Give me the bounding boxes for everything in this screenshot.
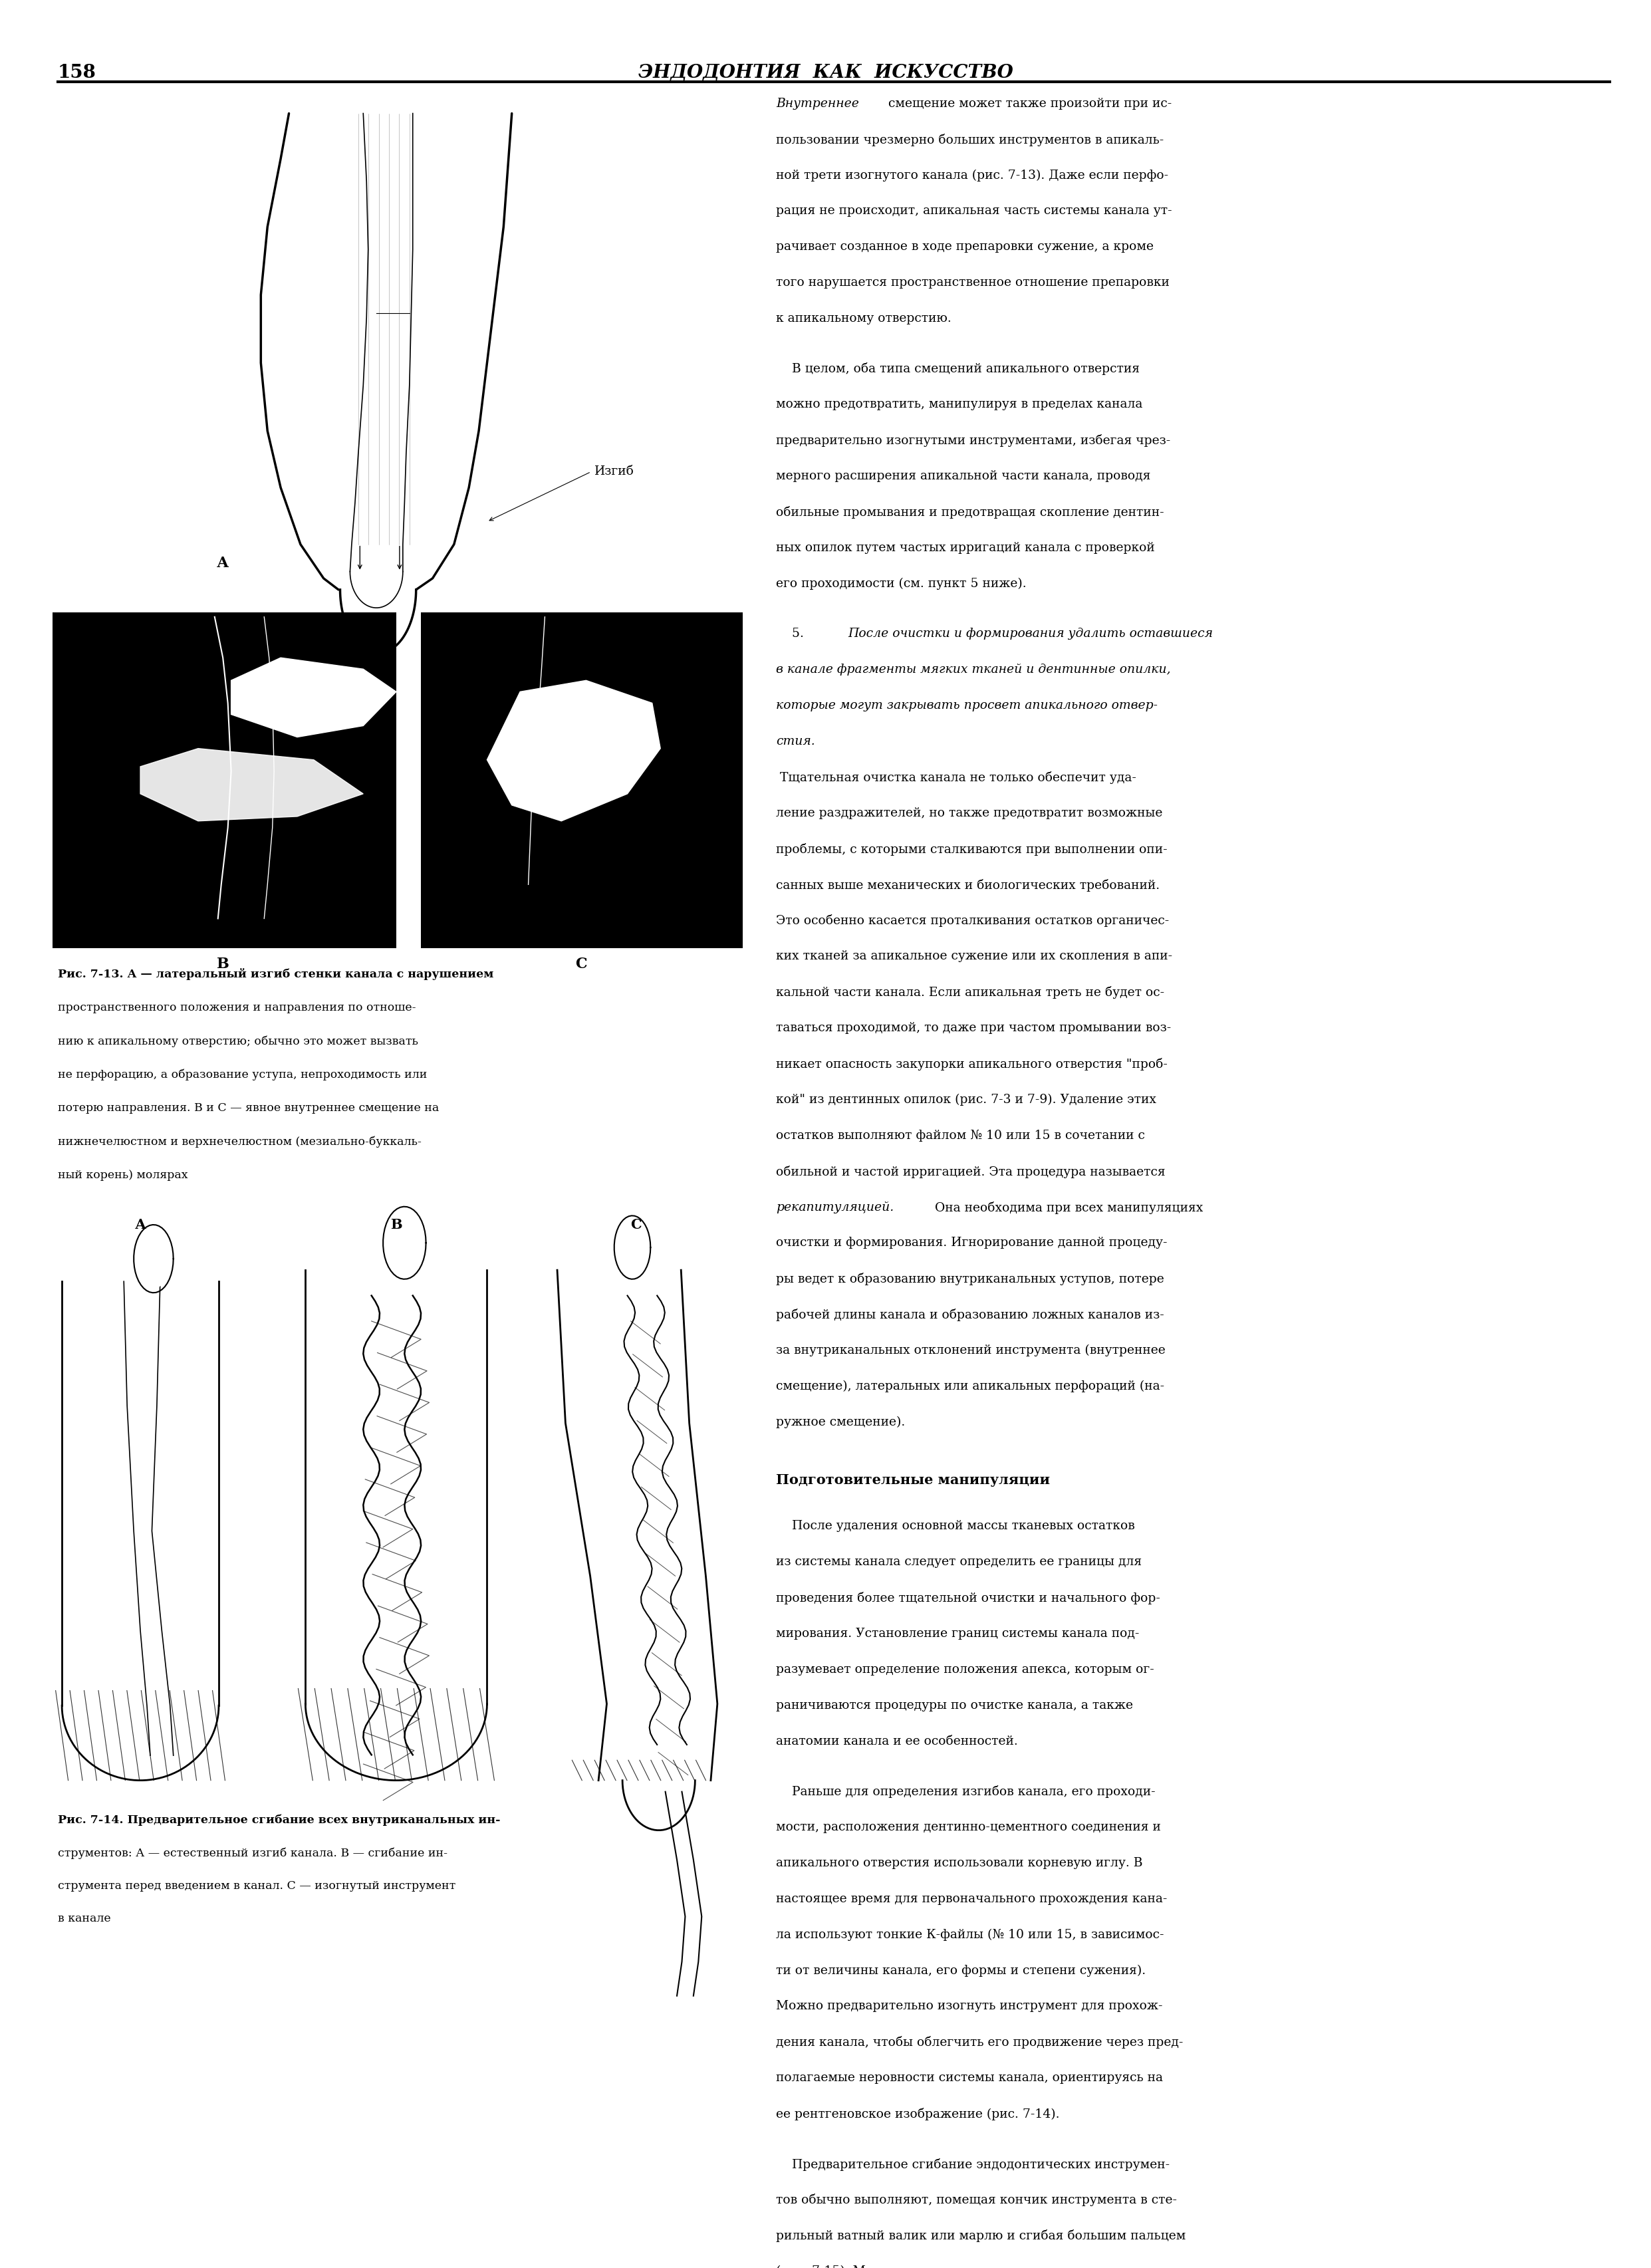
Text: Подготовительные манипуляции: Подготовительные манипуляции (776, 1474, 1050, 1488)
Text: раничиваются процедуры по очистке канала, а также: раничиваются процедуры по очистке канала… (776, 1699, 1133, 1712)
Text: дения канала, чтобы облегчить его продвижение через пред-: дения канала, чтобы облегчить его продви… (776, 2037, 1184, 2048)
Text: Можно предварительно изогнуть инструмент для прохож-: Можно предварительно изогнуть инструмент… (776, 2000, 1162, 2012)
Polygon shape (140, 748, 363, 821)
Text: ный корень) молярах: ный корень) молярах (58, 1170, 188, 1182)
Text: Она необходима при всех манипуляциях: Она необходима при всех манипуляциях (931, 1202, 1204, 1213)
Polygon shape (487, 680, 660, 821)
Text: стия.: стия. (776, 735, 816, 748)
Text: анатомии канала и ее особенностей.: анатомии канала и ее особенностей. (776, 1735, 1017, 1746)
Text: остатков выполняют файлом № 10 или 15 в сочетании с: остатков выполняют файлом № 10 или 15 в … (776, 1129, 1144, 1141)
Text: ление раздражителей, но также предотвратит возможные: ление раздражителей, но также предотврат… (776, 807, 1162, 819)
Bar (53, 612, 396, 948)
Text: проблемы, с которыми сталкиваются при выполнении опи-: проблемы, с которыми сталкиваются при вы… (776, 844, 1167, 855)
Text: После удаления основной массы тканевых остатков: После удаления основной массы тканевых о… (776, 1520, 1134, 1533)
Text: Рис. 7-14. Предварительное сгибание всех внутриканальных ин-: Рис. 7-14. Предварительное сгибание всех… (58, 1814, 500, 1826)
Text: не перфорацию, а образование уступа, непроходимость или: не перфорацию, а образование уступа, неп… (58, 1068, 428, 1082)
Text: ее рентгеновское изображение (рис. 7-14).: ее рентгеновское изображение (рис. 7-14)… (776, 2107, 1060, 2121)
Text: очистки и формирования. Игнорирование данной процеду-: очистки и формирования. Игнорирование да… (776, 1236, 1167, 1250)
Text: А: А (216, 556, 229, 569)
Text: в канале: в канале (58, 1914, 111, 1923)
Text: в канале фрагменты мягких тканей и дентинные опилки,: в канале фрагменты мягких тканей и денти… (776, 665, 1171, 676)
Text: санных выше механических и биологических требований.: санных выше механических и биологических… (776, 878, 1159, 891)
Text: никает опасность закупорки апикального отверстия "проб-: никает опасность закупорки апикального о… (776, 1057, 1167, 1070)
Text: Предварительное сгибание эндодонтических инструмен-: Предварительное сгибание эндодонтических… (776, 2159, 1169, 2170)
Text: струментов: А — естественный изгиб канала. В — сгибание ин-: струментов: А — естественный изгиб канал… (58, 1846, 447, 1860)
Text: А: А (135, 1218, 145, 1232)
Text: к апикальному отверстию.: к апикальному отверстию. (776, 313, 951, 324)
Text: ЭНДОДОНТИЯ  КАК  ИСКУССТВО: ЭНДОДОНТИЯ КАК ИСКУССТВО (637, 64, 1014, 82)
Polygon shape (137, 1229, 170, 1288)
Text: ких тканей за апикальное сужение или их скопления в апи-: ких тканей за апикальное сужение или их … (776, 950, 1172, 962)
Text: предварительно изогнутыми инструментами, избегая чрез-: предварительно изогнутыми инструментами,… (776, 435, 1171, 447)
Text: пространственного положения и направления по отноше-: пространственного положения и направлени… (58, 1002, 416, 1014)
Text: Тщательная очистка канала не только обеспечит уда-: Тщательная очистка канала не только обес… (776, 771, 1136, 785)
Text: Раньше для определения изгибов канала, его проходи-: Раньше для определения изгибов канала, е… (776, 1785, 1156, 1799)
Text: потерю направления. В и С — явное внутреннее смещение на: потерю направления. В и С — явное внутре… (58, 1102, 439, 1114)
Text: рачивает созданное в ходе препаровки сужение, а кроме: рачивает созданное в ходе препаровки суж… (776, 240, 1154, 252)
Text: 158: 158 (58, 64, 96, 82)
Text: ла используют тонкие К-файлы (№ 10 или 15, в зависимос-: ла используют тонкие К-файлы (№ 10 или 1… (776, 1928, 1164, 1941)
Text: После очистки и формирования удалить оставшиеся: После очистки и формирования удалить ост… (849, 628, 1213, 640)
Text: апикального отверстия использовали корневую иглу. В: апикального отверстия использовали корне… (776, 1857, 1142, 1869)
Text: таваться проходимой, то даже при частом промывании воз-: таваться проходимой, то даже при частом … (776, 1023, 1171, 1034)
Text: нижнечелюстном и верхнечелюстном (мезиально-буккаль-: нижнечелюстном и верхнечелюстном (мезиал… (58, 1136, 421, 1148)
Text: пользовании чрезмерно больших инструментов в апикаль-: пользовании чрезмерно больших инструмент… (776, 134, 1164, 145)
Text: которые могут закрывать просвет апикального отвер-: которые могут закрывать просвет апикальн… (776, 699, 1157, 712)
Text: ти от величины канала, его формы и степени сужения).: ти от величины канала, его формы и степе… (776, 1964, 1146, 1978)
Bar (421, 612, 743, 948)
Text: ры ведет к образованию внутриканальных уступов, потере: ры ведет к образованию внутриканальных у… (776, 1272, 1164, 1286)
Text: смещение), латеральных или апикальных перфораций (на-: смещение), латеральных или апикальных пе… (776, 1381, 1164, 1393)
Text: Это особенно касается проталкивания остатков органичес-: Это особенно касается проталкивания оста… (776, 914, 1169, 928)
Text: обильные промывания и предотвращая скопление дентин-: обильные промывания и предотвращая скопл… (776, 506, 1164, 519)
Text: Изгиб: Изгиб (594, 465, 634, 479)
Text: обильной и частой ирригацией. Эта процедура называется: обильной и частой ирригацией. Эта процед… (776, 1166, 1166, 1177)
Text: С: С (631, 1218, 641, 1232)
Text: нию к апикальному отверстию; обычно это может вызвать: нию к апикальному отверстию; обычно это … (58, 1036, 418, 1048)
Text: его проходимости (см. пункт 5 ниже).: его проходимости (см. пункт 5 ниже). (776, 578, 1027, 590)
Text: Рис. 7-13. А — латеральный изгиб стенки канала с нарушением: Рис. 7-13. А — латеральный изгиб стенки … (58, 968, 494, 980)
Text: кой" из дентинных опилок (рис. 7-3 и 7-9). Удаление этих: кой" из дентинных опилок (рис. 7-3 и 7-9… (776, 1093, 1156, 1107)
Text: рильный ватный валик или марлю и сгибая большим пальцем: рильный ватный валик или марлю и сгибая … (776, 2229, 1185, 2243)
Text: ружное смещение).: ружное смещение). (776, 1415, 905, 1429)
Text: С: С (575, 957, 588, 971)
Text: В: В (216, 957, 229, 971)
Text: мости, расположения дентинно-цементного соединения и: мости, расположения дентинно-цементного … (776, 1821, 1161, 1833)
Text: тов обычно выполняют, помещая кончик инструмента в сте-: тов обычно выполняют, помещая кончик инс… (776, 2193, 1177, 2207)
Text: из системы канала следует определить ее границы для: из системы канала следует определить ее … (776, 1556, 1142, 1567)
Text: того нарушается пространственное отношение препаровки: того нарушается пространственное отношен… (776, 277, 1169, 288)
Text: смещение может также произойти при ис-: смещение может также произойти при ис- (885, 98, 1172, 109)
Text: полагаемые неровности системы канала, ориентируясь на: полагаемые неровности системы канала, ор… (776, 2073, 1162, 2084)
Text: рация не происходит, апикальная часть системы канала ут-: рация не происходит, апикальная часть си… (776, 204, 1172, 218)
Text: настоящее время для первоначального прохождения кана-: настоящее время для первоначального прох… (776, 1894, 1167, 1905)
Text: рекапитуляцией.: рекапитуляцией. (776, 1202, 893, 1213)
Text: проведения более тщательной очистки и начального фор-: проведения более тщательной очистки и на… (776, 1592, 1161, 1603)
Text: можно предотвратить, манипулируя в пределах канала: можно предотвратить, манипулируя в преде… (776, 399, 1142, 411)
Text: мерного расширения апикальной части канала, проводя: мерного расширения апикальной части кана… (776, 469, 1151, 483)
Text: 5.: 5. (776, 628, 807, 640)
Text: Внутреннее: Внутреннее (776, 98, 859, 109)
Text: разумевает определение положения апекса, которым ог-: разумевает определение положения апекса,… (776, 1662, 1154, 1676)
Text: ной трети изогнутого канала (рис. 7-13). Даже если перфо-: ной трети изогнутого канала (рис. 7-13).… (776, 170, 1169, 181)
Text: за внутриканальных отклонений инструмента (внутреннее: за внутриканальных отклонений инструмент… (776, 1345, 1166, 1356)
Text: ных опилок путем частых ирригаций канала с проверкой: ных опилок путем частых ирригаций канала… (776, 542, 1154, 553)
Text: струмента перед введением в канал. С — изогнутый инструмент: струмента перед введением в канал. С — и… (58, 1880, 456, 1892)
Text: мирования. Установление границ системы канала под-: мирования. Установление границ системы к… (776, 1628, 1139, 1640)
Text: рабочей длины канала и образованию ложных каналов из-: рабочей длины канала и образованию ложны… (776, 1309, 1164, 1322)
Polygon shape (231, 658, 396, 737)
Text: В целом, оба типа смещений апикального отверстия: В целом, оба типа смещений апикального о… (776, 363, 1139, 374)
Polygon shape (617, 1222, 647, 1272)
Text: (рис. 7-15). Можно также использовать щипцы, однако в: (рис. 7-15). Можно также использовать щи… (776, 2266, 1151, 2268)
Text: В: В (390, 1218, 403, 1232)
Text: кальной части канала. Если апикальная треть не будет ос-: кальной части канала. Если апикальная тр… (776, 987, 1164, 998)
